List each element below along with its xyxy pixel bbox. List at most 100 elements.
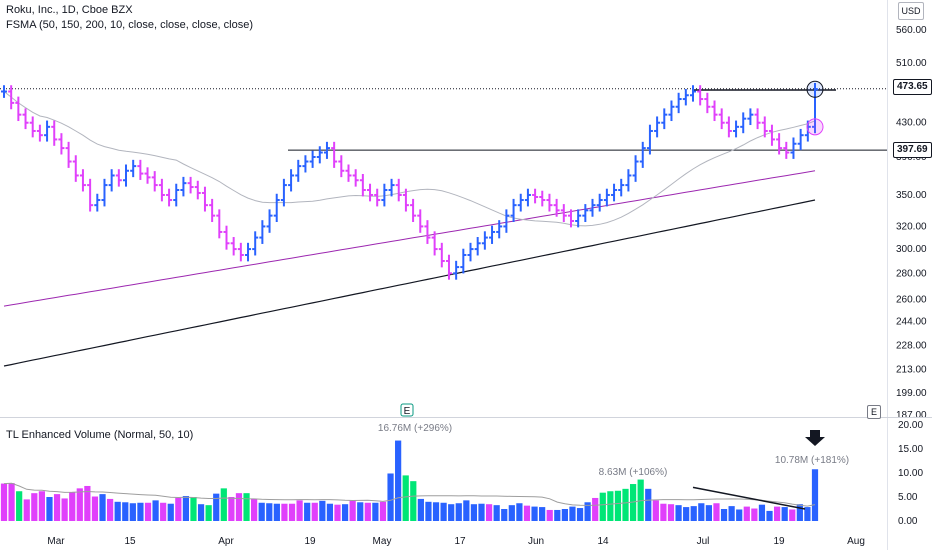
volume-bar xyxy=(334,504,341,521)
price-tick-label: 320.00 xyxy=(896,221,927,232)
volume-bar xyxy=(288,503,296,521)
volume-bar xyxy=(637,479,644,521)
volume-bar xyxy=(614,490,622,521)
volume-bar xyxy=(485,504,493,521)
price-tick-label: 199.00 xyxy=(896,388,927,399)
volume-bar xyxy=(622,488,629,521)
x-tick-label: 14 xyxy=(597,536,609,547)
volume-bar xyxy=(16,491,23,521)
volume-bar xyxy=(387,473,394,521)
volume-bar xyxy=(31,493,38,521)
volume-bar xyxy=(675,505,682,521)
price-tick-label: 187.00 xyxy=(896,410,927,421)
x-tick-label: May xyxy=(373,536,392,547)
volume-bar xyxy=(182,496,190,521)
volume-bar xyxy=(167,503,174,521)
volume-bar xyxy=(273,503,280,521)
volume-bar xyxy=(251,498,258,521)
volume-bar xyxy=(690,506,697,521)
volume-bar xyxy=(379,501,387,521)
volume-bar xyxy=(364,502,371,521)
volume-tick-label: 0.00 xyxy=(898,516,918,527)
volume-bar xyxy=(38,491,46,521)
volume-bar xyxy=(432,502,440,521)
volume-bar xyxy=(395,440,402,521)
volume-bar xyxy=(258,502,265,521)
price-tick-label: 350.00 xyxy=(896,190,927,201)
volume-bar xyxy=(53,494,61,521)
arrow-down-icon xyxy=(805,430,825,446)
volume-bar xyxy=(69,492,76,521)
volume-tick-label: 10.00 xyxy=(898,468,923,479)
volume-bar xyxy=(228,497,235,521)
x-tick-label: 19 xyxy=(304,536,316,547)
volume-trend-line xyxy=(692,486,806,510)
volume-bar xyxy=(478,503,485,521)
volume-bar xyxy=(304,502,311,521)
volume-bar xyxy=(516,503,523,521)
volume-bar xyxy=(84,485,91,521)
log-scale-button[interactable]: E xyxy=(867,405,881,419)
volume-bar xyxy=(463,500,470,521)
volume-bar xyxy=(736,509,743,521)
ma-200-line xyxy=(3,199,816,367)
currency-badge[interactable]: USD xyxy=(898,2,924,20)
price-tick-label: 228.00 xyxy=(896,340,927,351)
x-tick-label: Jul xyxy=(697,536,710,547)
volume-bar xyxy=(576,508,584,521)
volume-bar xyxy=(107,498,114,521)
volume-bar xyxy=(501,509,508,521)
x-tick-label: 15 xyxy=(124,536,136,547)
volume-bar xyxy=(584,502,591,521)
high-marker-circle xyxy=(806,80,824,98)
volume-bar xyxy=(61,498,68,521)
volume-bar xyxy=(160,502,167,521)
price-tick-label: 260.00 xyxy=(896,294,927,305)
price-tick-label: 430.00 xyxy=(896,118,927,129)
price-tick-label: 213.00 xyxy=(896,364,927,375)
volume-bar xyxy=(281,503,288,521)
volume-bar xyxy=(789,509,796,521)
volume-bar xyxy=(523,505,531,521)
indicator-label-volume[interactable]: TL Enhanced Volume (Normal, 50, 10) xyxy=(6,429,194,441)
volume-bar xyxy=(372,502,379,521)
pane-separator[interactable] xyxy=(0,417,932,418)
volume-bar xyxy=(0,483,8,521)
volume-bar xyxy=(448,504,455,521)
volume-annotation: 8.63M (+106%) xyxy=(599,467,668,478)
volume-bar xyxy=(599,492,606,521)
volume-bar xyxy=(190,497,197,521)
indicator-label-fsma[interactable]: FSMA (50, 150, 200, 10, close, close, cl… xyxy=(6,19,254,31)
volume-bar xyxy=(607,491,614,521)
volume-bar xyxy=(667,504,675,521)
volume-bar xyxy=(531,506,538,521)
volume-bar xyxy=(561,509,568,521)
volume-bar xyxy=(243,493,250,521)
volume-average-line xyxy=(3,482,816,507)
volume-bar xyxy=(705,505,712,521)
volume-bar xyxy=(197,504,205,521)
price-tick-label: 280.00 xyxy=(896,268,927,279)
volume-bar xyxy=(743,506,750,521)
volume-bar xyxy=(296,500,303,521)
x-tick-label: 17 xyxy=(454,536,466,547)
symbol-title[interactable]: Roku, Inc., 1D, Cboe BZX xyxy=(6,4,133,16)
volume-bar xyxy=(341,504,349,521)
volume-bar xyxy=(629,484,637,521)
volume-bar xyxy=(220,488,227,521)
x-tick-label: Jun xyxy=(528,536,544,547)
volume-bar xyxy=(773,506,781,521)
volume-bar xyxy=(781,507,788,521)
volume-bar xyxy=(46,497,53,521)
volume-bar xyxy=(758,504,766,521)
ma-150-line xyxy=(3,170,816,307)
volume-annotation: 16.76M (+296%) xyxy=(378,423,452,434)
x-tick-label: Aug xyxy=(847,536,865,547)
earnings-icon xyxy=(400,403,414,417)
price-tick-label: 244.00 xyxy=(896,317,927,328)
volume-tick-label: 15.00 xyxy=(898,444,923,455)
volume-bar xyxy=(508,505,515,521)
volume-bar xyxy=(410,481,417,521)
